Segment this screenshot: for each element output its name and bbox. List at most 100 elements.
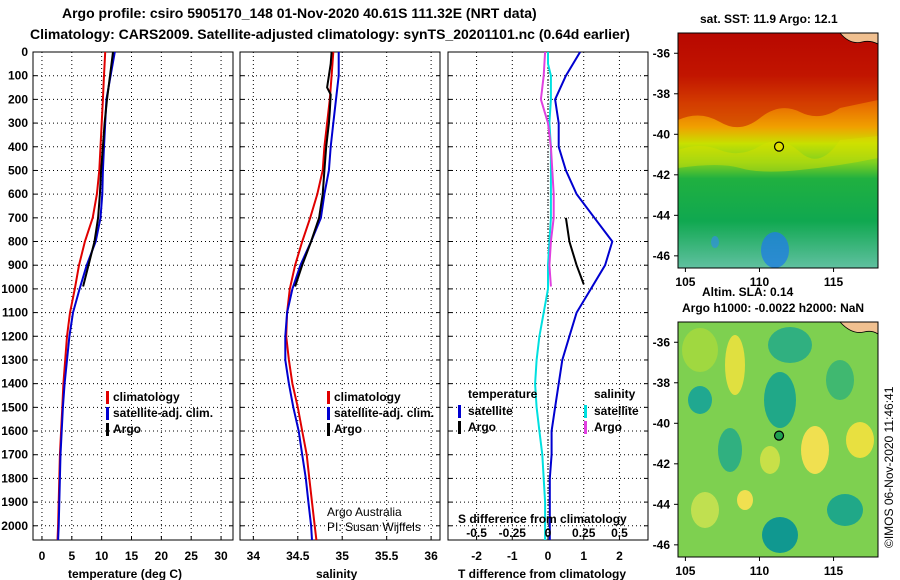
sst-map: sat. SST: 11.9 Argo: 12.1 -36 -38 -40 -42 -4…: [653, 12, 879, 289]
x-tick-label: 25: [185, 549, 199, 563]
depth-tick-label: 0: [21, 45, 28, 59]
t-difference-axis-label: T difference from climatology: [458, 567, 626, 580]
legend-satellite-adj-2: satellite-adj. clim.: [334, 406, 434, 420]
series-line-argo: [294, 51, 333, 287]
map-y-tick-label: -44: [653, 208, 671, 222]
sst-map-title: sat. SST: 11.9 Argo: 12.1: [700, 12, 838, 26]
x-tick-label: 34.5: [286, 549, 310, 563]
header-line-2: Climatology: CARS2009. Satellite-adjuste…: [30, 26, 630, 42]
difference-panel: -2 -1 0 1 2 -0.5 -0.25 0 0.25 0.5 S difference f…: [447, 51, 649, 580]
depth-tick-label: 500: [8, 163, 28, 177]
imos-stamp: ©IMOS 06-Nov-2020 11:46:41: [882, 386, 896, 548]
top-tick-label: 0.25: [572, 526, 596, 540]
series-line-temperature-satellite: [548, 51, 614, 540]
x-tick-label: 2: [616, 549, 623, 563]
x-tick-label: 0: [39, 549, 46, 563]
x-tick-label: -1: [507, 549, 518, 563]
series-line-climatology: [56, 51, 107, 541]
legend-salinity-heading: salinity: [594, 387, 636, 401]
x-tick-label: 34: [247, 549, 261, 563]
legend-satellite-adj: satellite-adj. clim.: [113, 406, 213, 420]
temperature-panel: 0 5 10 15 20 25 30 temperature (deg C) climato…: [32, 51, 234, 580]
top-tick-label: 0.5: [611, 526, 628, 540]
depth-tick-label: 600: [8, 187, 28, 201]
depth-tick-label: 1200: [1, 329, 28, 343]
salinity-panel: 34 34.5 35 35.5 36 salinity climatology sate…: [239, 51, 441, 580]
top-tick-label: -0.5: [466, 526, 487, 540]
x-tick-label: 15: [125, 549, 139, 563]
map-x-tick-label: 105: [675, 564, 695, 578]
legend-sal-satellite: satellite: [594, 404, 639, 418]
sla-map: Altim. SLA: 0.14 Argo h1000: -0.0022 h20…: [653, 285, 879, 578]
depth-tick-label: 1300: [1, 353, 28, 367]
x-tick-label: 1: [580, 549, 587, 563]
x-tick-label: 5: [68, 549, 75, 563]
sla-map-title-2: Argo h1000: -0.0022 h2000: NaN: [682, 301, 864, 315]
depth-tick-label: 1000: [1, 282, 28, 296]
legend-climatology: climatology: [113, 390, 180, 404]
x-tick-label: 30: [214, 549, 228, 563]
depth-axis: 0 100 200 300 400 500 600 700 800 900 1000 1100 1200…: [1, 45, 648, 533]
series-line-satellite-adj-clim-: [57, 51, 116, 541]
top-tick-label: 0: [545, 526, 552, 540]
depth-tick-label: 1700: [1, 448, 28, 462]
difference-legend: temperature satellite Argo salinity sate…: [458, 387, 639, 434]
map-y-tick-label: -38: [653, 376, 671, 390]
temperature-axis-label: temperature (deg C): [68, 567, 182, 580]
sla-profile-location: [773, 430, 785, 441]
temperature-legend: climatology satellite-adj. clim. Argo: [106, 390, 213, 436]
map-y-tick-label: -44: [653, 497, 671, 511]
salinity-legend: climatology satellite-adj. clim. Argo: [327, 390, 434, 436]
map-y-tick-label: -40: [653, 127, 671, 141]
map-y-tick-label: -46: [653, 249, 671, 263]
s-difference-axis-label: S difference from climatology: [458, 512, 627, 526]
legend-sal-argo: Argo: [594, 420, 622, 434]
depth-tick-label: 400: [8, 140, 28, 154]
depth-tick-label: 900: [8, 258, 28, 272]
x-tick-label: 0: [545, 549, 552, 563]
map-y-tick-label: -36: [653, 335, 671, 349]
series-line-climatology: [285, 51, 335, 541]
depth-tick-label: 800: [8, 235, 28, 249]
depth-tick-label: 2000: [1, 519, 28, 533]
sla-map-title-1: Altim. SLA: 0.14: [702, 285, 794, 299]
depth-tick-label: 1800: [1, 471, 28, 485]
depth-tick-label: 1500: [1, 400, 28, 414]
series-line-satellite-adj-clim-: [284, 52, 340, 541]
credit-line-2: PI: Susan Wijffels: [327, 520, 421, 534]
map-y-tick-label: -46: [653, 538, 671, 552]
top-tick-label: -0.25: [499, 526, 527, 540]
map-x-tick-label: 110: [750, 564, 770, 578]
map-x-tick-label: 110: [750, 275, 770, 289]
legend-temperature-heading: temperature: [468, 387, 538, 401]
x-tick-label: 36: [424, 549, 438, 563]
map-x-tick-label: 105: [675, 275, 695, 289]
map-x-tick-label: 115: [824, 564, 844, 578]
map-y-tick-label: -40: [653, 416, 671, 430]
series-line-salinity-satellite: [534, 52, 552, 540]
depth-tick-label: 100: [8, 69, 28, 83]
map-y-tick-label: -42: [653, 168, 671, 182]
x-tick-label: 20: [155, 549, 169, 563]
legend-temp-satellite: satellite: [468, 404, 513, 418]
depth-tick-label: 1600: [1, 424, 28, 438]
sst-profile-location: [773, 141, 785, 152]
legend-argo: Argo: [113, 422, 141, 436]
x-tick-label: 10: [95, 549, 109, 563]
x-tick-label: 35.5: [375, 549, 399, 563]
series-line-temperature-argo: [564, 217, 585, 285]
depth-tick-label: 1400: [1, 377, 28, 391]
map-y-tick-label: -38: [653, 87, 671, 101]
depth-tick-label: 200: [8, 92, 28, 106]
x-tick-label: -2: [471, 549, 482, 563]
map-x-tick-label: 115: [824, 275, 844, 289]
series-line-salinity-argo: [539, 51, 555, 287]
legend-argo-2: Argo: [334, 422, 362, 436]
credit-line-1: Argo Australia: [327, 505, 402, 519]
x-tick-label: 35: [336, 549, 350, 563]
map-y-tick-label: -36: [653, 46, 671, 60]
map-y-tick-label: -42: [653, 457, 671, 471]
depth-tick-label: 700: [8, 211, 28, 225]
legend-temp-argo: Argo: [468, 420, 496, 434]
